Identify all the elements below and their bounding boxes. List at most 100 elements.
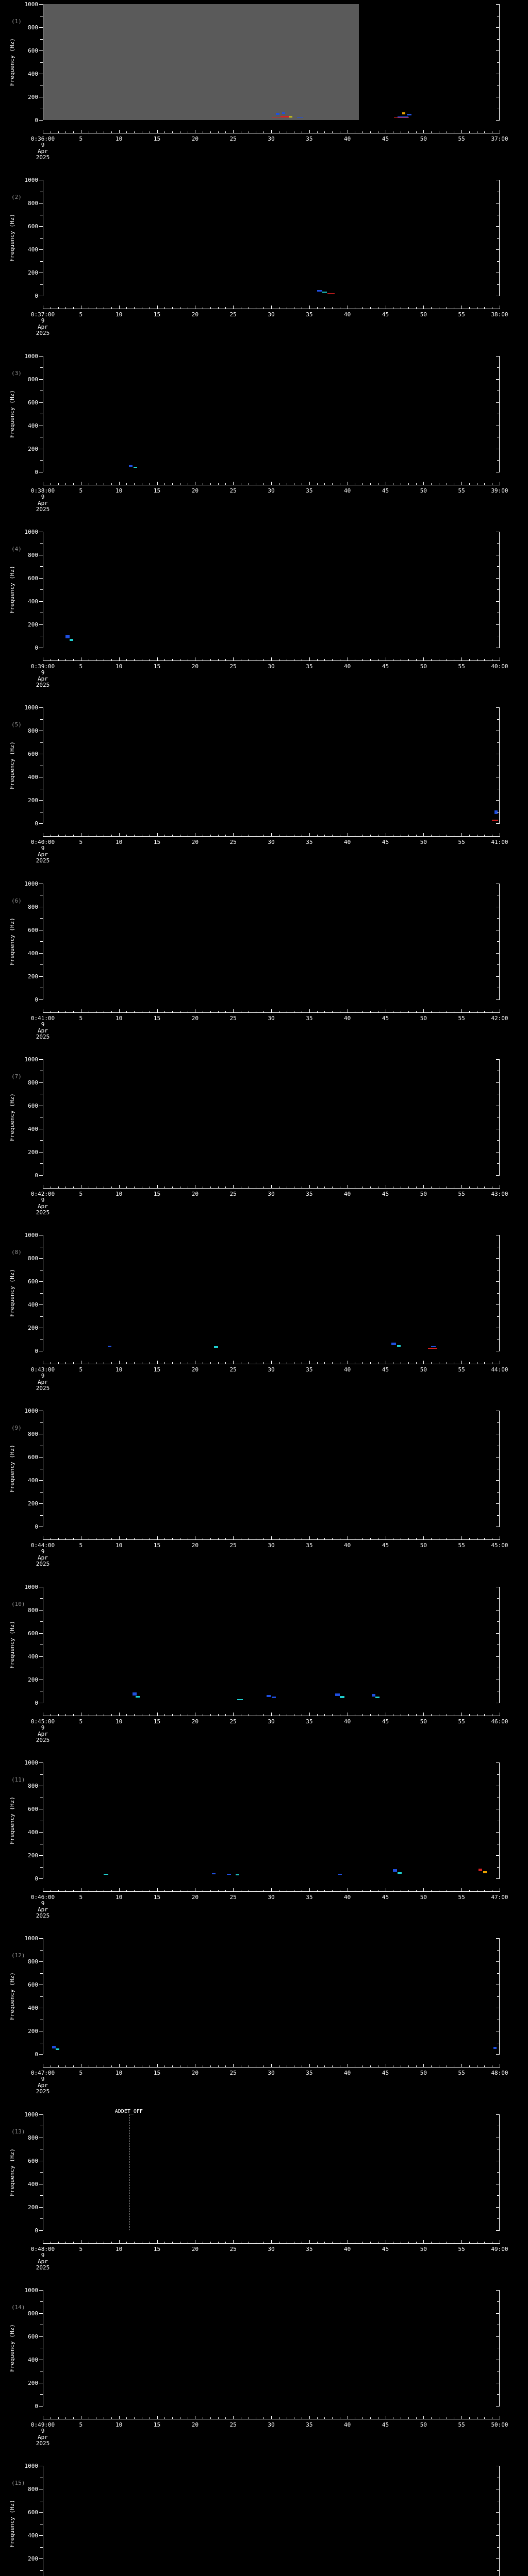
x-axis-minor-tick [408, 835, 409, 837]
x-axis-tick [271, 1009, 272, 1013]
x-axis-tick [423, 657, 424, 661]
y-axis-tick-right [496, 999, 500, 1000]
x-axis-minor-tick [332, 2065, 333, 2068]
x-axis-minor-tick [416, 2241, 417, 2244]
x-axis-minor-tick [332, 1010, 333, 1013]
x-axis-minor-tick [111, 835, 112, 837]
plot-area [43, 180, 500, 296]
y-axis-tick [39, 1281, 43, 1282]
y-axis-tick-label: 1000 [24, 1, 39, 8]
y-axis-minor-tick [40, 1867, 43, 1868]
spectrogram-image [43, 1586, 500, 1703]
x-axis-minor-tick [263, 658, 265, 661]
x-axis-minor-tick [210, 307, 211, 310]
x-axis-minor-tick [218, 2065, 219, 2068]
y-axis-tick-label: 400 [28, 2180, 38, 2188]
x-axis-tick-label: 10 [116, 1542, 123, 1549]
x-axis-tick [271, 481, 272, 485]
y-axis-tick [39, 2230, 43, 2231]
y-axis-tick-label: 600 [28, 47, 38, 54]
x-axis-tick [119, 1009, 120, 1013]
x-axis-tick-label: 45 [382, 1542, 389, 1549]
x-axis-tick [271, 1536, 272, 1540]
x-axis-minor-tick [469, 835, 470, 837]
date-line: 2025 [36, 1209, 50, 1216]
x-axis-minor-tick [484, 483, 485, 485]
x-axis-minor-tick [58, 2241, 59, 2244]
y-axis-minor-tick-right [497, 1996, 500, 1997]
x-axis-tick-label: 50 [420, 2070, 427, 2077]
annotation-label: ADDET_OFF [114, 2108, 143, 2114]
x-axis-minor-tick [172, 835, 173, 837]
panel-number-label: (3) [11, 369, 22, 377]
y-axis-minor-tick-right [497, 284, 500, 285]
x-axis-minor-tick [225, 1538, 226, 1540]
detection-mark [272, 116, 292, 118]
x-axis-end-label: 38:00 [491, 311, 508, 318]
detection-mark [391, 1342, 397, 1345]
x-axis-tick [271, 306, 272, 310]
x-axis-minor-tick [324, 2065, 325, 2068]
x-axis-tick-label: 45 [382, 839, 389, 846]
y-axis-tick-right [496, 1938, 500, 1939]
panel-number-label: (2) [11, 194, 22, 201]
y-axis-title-text: Frequency (Hz) [8, 1972, 15, 2021]
x-axis-minor-tick [484, 2241, 485, 2244]
x-axis-minor-tick [324, 1186, 325, 1189]
x-axis-date-label: 9 Apr 2025 [36, 2252, 50, 2271]
x-axis-minor-tick [164, 1538, 166, 1540]
x-axis-minor-tick [362, 658, 364, 661]
x-axis-tick-label: 15 [153, 1542, 161, 1549]
y-axis-tick-label: 0 [35, 1523, 38, 1531]
x-axis-tick-label: 50 [420, 839, 427, 846]
x-axis-tick-label: 45 [382, 487, 389, 494]
y-axis-tick [39, 2558, 43, 2560]
y-axis-tick [39, 1762, 43, 1763]
plot-area [43, 355, 500, 472]
x-axis-date-label: 9 Apr 2025 [36, 318, 50, 336]
x-axis-minor-tick [58, 835, 59, 837]
y-axis-tick-label: 200 [28, 1148, 38, 1156]
x-axis-minor-tick [370, 483, 371, 485]
y-axis-tick-right [496, 2558, 500, 2560]
x-axis-tick-label: 30 [268, 487, 275, 494]
x-axis-tick [271, 1361, 272, 1365]
x-axis-start-label: 0:38:00 [30, 487, 55, 494]
x-axis-tick [271, 1888, 272, 1892]
x-axis-minor-tick [111, 307, 112, 310]
x-axis-minor-tick [73, 1714, 74, 1716]
y-axis-tick-right [496, 624, 500, 625]
y-axis-tick [39, 379, 43, 380]
x-axis-minor-tick [218, 1714, 219, 1716]
spectrogram-panel: 1000 800 600 400 200 0 Frequency (Hz) (5) 0:40:0… [0, 703, 528, 879]
spectrogram-image [43, 4, 359, 120]
x-axis-minor-tick [484, 1186, 485, 1189]
x-axis-tick-label: 40 [344, 663, 351, 670]
y-axis-minor-tick-right [497, 1140, 500, 1141]
x-axis-minor-tick [172, 1538, 173, 1540]
x-axis-minor-tick [362, 835, 364, 837]
y-axis-minor-tick [40, 1950, 43, 1951]
x-axis-tick [119, 657, 120, 661]
x-axis-minor-tick [416, 307, 417, 310]
x-axis-tick [309, 1009, 310, 1013]
x-axis-minor-tick [317, 307, 318, 310]
x-axis-tick [423, 2064, 424, 2068]
x-axis-tick [233, 1888, 234, 1892]
detection-mark [52, 2046, 56, 2048]
x-axis-minor-tick [408, 131, 409, 133]
y-axis-tick-label: 600 [28, 1981, 38, 1989]
x-axis-minor-tick [484, 1714, 485, 1716]
y-axis-tick [39, 2313, 43, 2314]
x-axis-tick-label: 35 [306, 135, 313, 142]
x-axis-minor-tick [362, 307, 364, 310]
x-axis-minor-tick [172, 2065, 173, 2068]
y-axis-tick-right [496, 1609, 500, 1611]
x-axis-minor-tick [362, 1362, 364, 1365]
x-axis-minor-tick [126, 2065, 127, 2068]
y-axis-tick [39, 1609, 43, 1611]
panel-number-label: (11) [11, 1776, 25, 1783]
detection-mark [104, 1873, 108, 1875]
y-axis-tick-label: 800 [28, 903, 38, 910]
y-axis-minor-tick-right [497, 1163, 500, 1164]
